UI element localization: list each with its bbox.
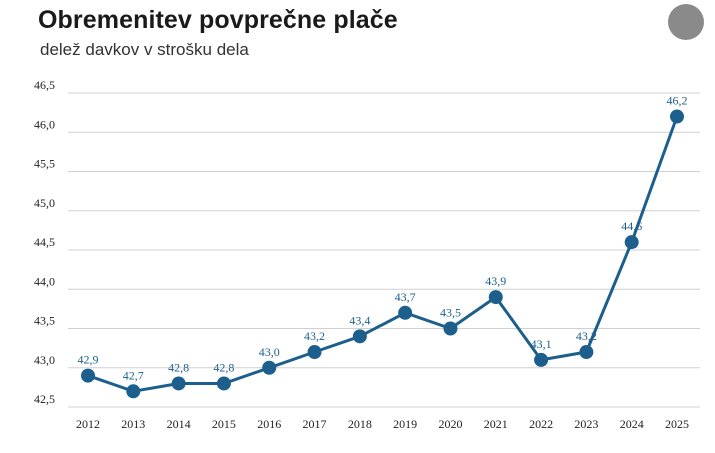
data-point: [534, 352, 549, 367]
data-label: 43,4: [349, 313, 370, 327]
data-label: 43,2: [304, 329, 325, 343]
data-label: 42,9: [78, 353, 99, 367]
data-labels: 42,9 42,7 42,8 42,8 43,0 43,2 43,4 43,7 43,5 43,9…: [78, 94, 688, 383]
data-point: [216, 376, 231, 391]
data-point: [488, 290, 503, 305]
y-tick-label: 46,5: [34, 78, 55, 92]
chart-title: Obremenitev povprečne plače: [38, 6, 398, 34]
data-point: [579, 345, 594, 360]
x-tick-label: 2023: [574, 417, 598, 431]
data-point: [171, 376, 186, 391]
data-label: 42,8: [168, 360, 189, 374]
data-point: [126, 384, 141, 399]
x-tick-label: 2024: [620, 417, 644, 431]
x-tick-label: 2017: [303, 417, 327, 431]
y-tick-label: 45,0: [34, 196, 55, 210]
data-point: [81, 368, 95, 383]
data-point: [307, 345, 322, 360]
y-tick-label: 45,5: [34, 157, 55, 171]
data-label: 43,1: [531, 337, 552, 351]
y-axis-ticks: 42,5 43,0 43,5 44,0 44,5 45,0 45,5 46,0 46,5: [34, 78, 55, 406]
data-point: [398, 305, 413, 320]
x-tick-label: 2025: [665, 417, 689, 431]
x-tick-label: 2013: [121, 417, 145, 431]
data-label: 44,6: [621, 219, 642, 233]
x-axis-ticks: 2012 2013 2014 2015 2016 2017 2018 2019 2020 2021…: [76, 417, 689, 431]
data-point: [352, 329, 367, 344]
y-tick-label: 43,0: [34, 353, 55, 367]
data-label: 42,7: [123, 368, 144, 382]
grid-lines: [68, 92, 700, 408]
data-point: [262, 360, 277, 375]
data-point: [443, 321, 458, 336]
y-tick-label: 43,5: [34, 314, 55, 328]
x-tick-label: 2018: [348, 417, 372, 431]
data-label: 43,2: [576, 329, 597, 343]
data-label: 43,5: [440, 306, 461, 320]
x-tick-label: 2022: [529, 417, 553, 431]
x-tick-label: 2014: [167, 417, 191, 431]
series-line: [87, 115, 679, 393]
data-label: 43,7: [395, 290, 416, 304]
x-tick-label: 2012: [76, 417, 100, 431]
x-tick-label: 2020: [438, 417, 462, 431]
y-tick-label: 46,0: [34, 117, 55, 131]
data-label: 43,9: [485, 274, 506, 288]
y-tick-label: 44,0: [34, 274, 55, 288]
x-tick-label: 2019: [393, 417, 417, 431]
y-tick-label: 44,5: [34, 235, 55, 249]
x-tick-label: 2021: [484, 417, 508, 431]
x-tick-label: 2016: [257, 417, 281, 431]
data-point: [670, 109, 684, 124]
y-tick-label: 42,5: [34, 392, 55, 406]
data-label: 43,0: [259, 345, 280, 359]
chart-subtitle: delež davkov v strošku dela: [40, 40, 249, 59]
data-label: 46,2: [667, 94, 688, 108]
x-tick-label: 2015: [212, 417, 236, 431]
circle-badge-icon: [668, 4, 704, 40]
data-points: [81, 109, 684, 399]
data-label: 42,8: [213, 360, 234, 374]
data-point: [624, 235, 639, 250]
